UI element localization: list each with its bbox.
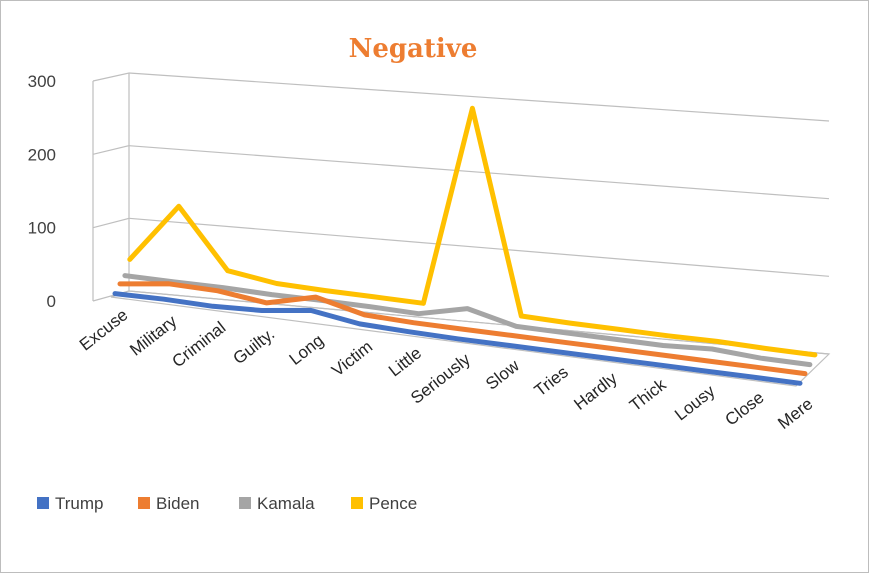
- x-tick-label: Mere: [774, 394, 816, 433]
- y-tick-label: 100: [28, 219, 56, 238]
- side-gridline-100: [92, 217, 130, 229]
- series-line-trump: [112, 291, 803, 386]
- legend: Trump Biden Kamala Pence: [37, 494, 417, 513]
- legend-swatch-biden: [138, 497, 150, 509]
- y-tick-label: 300: [28, 72, 56, 91]
- x-tick-label: Hardly: [570, 368, 621, 414]
- gridline-300: [128, 72, 830, 122]
- legend-label: Trump: [55, 494, 104, 513]
- series-line-kamala: [122, 273, 813, 368]
- x-tick-label: Close: [722, 388, 768, 430]
- legend-swatch-kamala: [239, 497, 251, 509]
- x-tick-label: Thick: [626, 375, 670, 415]
- side-gridline-300: [92, 72, 130, 82]
- x-tick-label: Little: [385, 343, 425, 380]
- x-tick-label: Tries: [531, 362, 572, 400]
- legend-label: Kamala: [257, 494, 315, 513]
- x-tick-label: Victim: [328, 337, 376, 380]
- legend-swatch-pence: [351, 497, 363, 509]
- series-line-pence: [127, 105, 818, 358]
- y-tick-label: 0: [47, 292, 56, 311]
- x-tick-label: Slow: [482, 356, 523, 394]
- legend-swatch-trump: [37, 497, 49, 509]
- gridline-100: [128, 217, 830, 277]
- y-tick-label: 200: [28, 145, 56, 164]
- gridline-200: [128, 145, 830, 200]
- x-tick-label: Long: [286, 331, 328, 369]
- legend-label: Biden: [156, 494, 199, 513]
- series-lines: [112, 105, 818, 386]
- gridlines: [92, 72, 831, 387]
- legend-label: Pence: [369, 494, 417, 513]
- side-gridline-200: [92, 145, 130, 155]
- x-tick-label: Lousy: [671, 381, 719, 424]
- x-tick-label: Guilty.: [230, 324, 279, 368]
- chart-title: Negative: [349, 34, 478, 64]
- series-line-biden: [117, 281, 808, 377]
- y-axis: 0 100 200 300: [28, 72, 56, 311]
- x-tick-label: Excuse: [76, 305, 132, 354]
